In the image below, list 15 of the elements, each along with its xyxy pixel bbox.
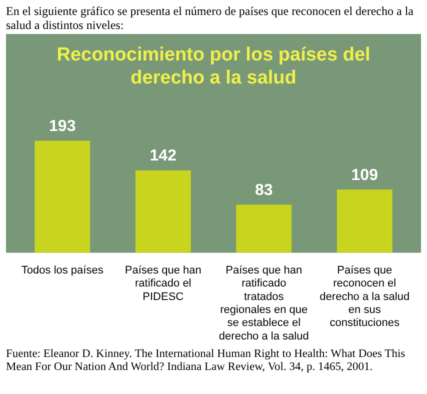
data-label: 142 [150,148,177,165]
chart-title: Reconocimiento por los países del derecho a la salud [56,44,370,88]
source-note: Fuente: Eleanor D. Kinney. The International Human Right to Health: What Does This Mean For Our Nation And World? Indiana Law Review, Vol. 34, p. 1465, 2001. [5,347,406,375]
data-label: 83 [254,182,273,199]
x-tick-label: Países que reconocen el derecho a la salud en sus constituciones [320,264,410,330]
data-label: 109 [351,166,378,184]
x-tick-label: Todos los países [21,264,104,276]
chart-subtitle: En el siguiente gráfico se presenta el número de países que reconocen el derecho a la salud a distintos niveles: [5,3,414,34]
bar [34,140,90,253]
x-tick-label: Países que han ratificado el PIDESC [124,264,202,303]
bar [135,170,191,253]
data-label: 193 [49,118,76,136]
bar [336,189,392,253]
x-tick-label: Países que han ratificado tratados regionales en que se establece el derecho a la salud [218,264,309,342]
bar [236,204,292,253]
